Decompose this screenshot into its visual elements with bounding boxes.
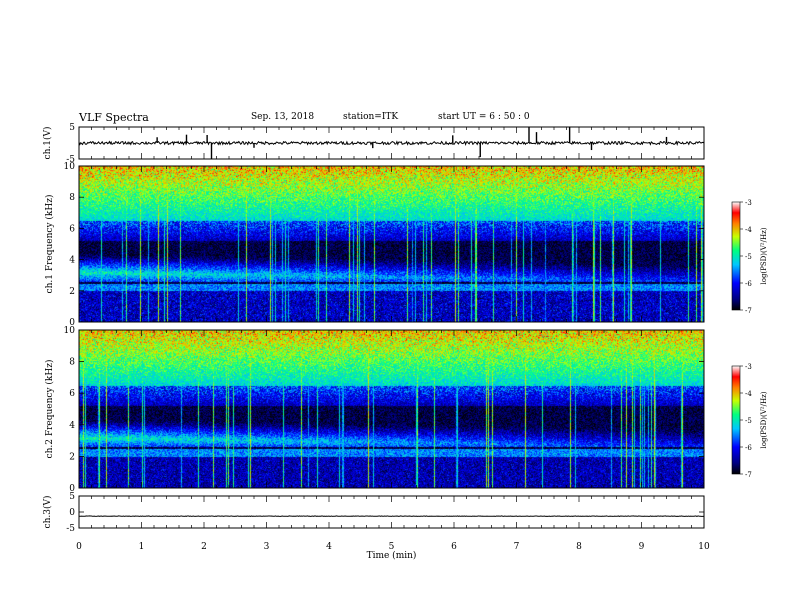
y-tick-label: 8 [69,358,75,368]
x-tick-label: 7 [514,542,520,552]
y-axis-label: ch.1 Frequency (kHz) [44,195,55,294]
y-tick-label: 5 [69,492,75,502]
x-tick-label: 8 [576,542,582,552]
colorbar-tick-label: -5 [745,417,752,425]
ch3-waveform-trace [79,515,705,517]
spectrogram-image-ch2 [79,330,704,488]
y-tick-label: 10 [64,162,76,172]
x-tick-label: 6 [451,542,457,552]
y-tick-label: 6 [69,389,75,399]
colorbar-tick-label: -4 [745,390,752,398]
y-tick-label: 10 [64,326,76,336]
colorbar-tick-label: -6 [745,444,752,452]
chart-title: VLF Spectra [79,111,149,124]
colorbar-tick-label: -3 [745,199,752,207]
y-tick-label: 0 [69,484,75,494]
x-tick-label: 0 [76,542,82,552]
y-axis-label: ch.3(V) [42,496,53,529]
spectrogram-image-ch1 [79,166,704,322]
x-axis-label: Time (min) [367,550,417,561]
y-tick-label: 0 [69,318,75,328]
ch1-waveform-trace [78,140,705,146]
y-tick-label: 2 [69,452,75,462]
x-tick-label: 9 [639,542,645,552]
colorbar-tick-label: -5 [745,253,752,261]
station-label: station=ITK [343,112,399,122]
y-tick-label: 5 [69,123,75,133]
x-tick-label: 2 [201,542,207,552]
colorbar [731,365,741,475]
colorbar [731,201,741,311]
y-tick-label: 0 [69,508,75,518]
y-axis-label: ch.1(V) [42,127,53,160]
y-tick-label: 4 [69,421,75,431]
colorbar-tick-label: -4 [745,226,752,234]
x-tick-label: 5 [389,542,395,552]
y-tick-label: 2 [69,287,75,297]
y-tick-label: -5 [66,155,75,165]
x-tick-label: 3 [264,542,270,552]
colorbar-tick-label: -7 [745,471,752,479]
y-tick-label: 4 [69,256,75,266]
y-axis-label: ch.2 Frequency (kHz) [44,360,55,459]
colorbar-tick-label: -3 [745,363,752,371]
y-tick-label: 6 [69,224,75,234]
y-tick-label: 8 [69,193,75,203]
start-time-label: start UT = 6 : 50 : 0 [438,112,530,122]
y-tick-label: -5 [66,524,75,534]
x-tick-label: 10 [698,542,710,552]
colorbar-tick-label: -6 [745,280,752,288]
x-tick-label: 4 [326,542,332,552]
colorbar-label: log(PSD)(V²/Hz) [760,227,768,284]
colorbar-label: log(PSD)(V²/Hz) [760,391,768,448]
colorbar-tick-label: -7 [745,307,752,315]
date-label: Sep. 13, 2018 [251,112,315,122]
x-tick-label: 1 [139,542,145,552]
